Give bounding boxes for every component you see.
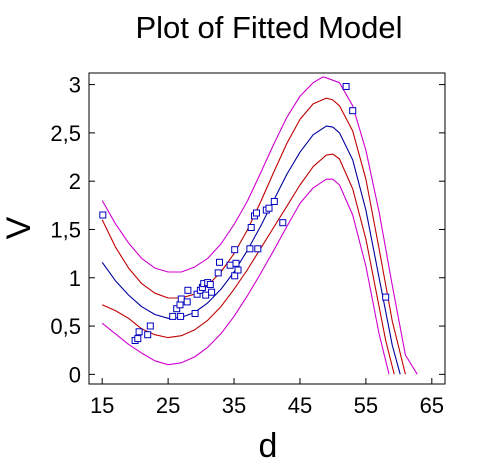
data-point xyxy=(247,224,255,231)
y-tick-label: 1 xyxy=(69,266,81,291)
y-axis-label: V xyxy=(0,216,38,239)
data-point xyxy=(234,266,242,274)
x-tick-label: 55 xyxy=(354,393,378,418)
y-tick-label: 2,5 xyxy=(50,121,81,146)
data-point xyxy=(206,281,214,288)
data-point xyxy=(231,272,239,280)
x-tick-label: 65 xyxy=(420,393,444,418)
data-point xyxy=(169,312,177,320)
data-point xyxy=(226,261,234,269)
data-point xyxy=(135,328,143,336)
y-axis: 0 0,5 1 1,5 2 2,5 3 xyxy=(50,73,445,387)
x-axis-label: d xyxy=(259,427,278,464)
data-point xyxy=(231,246,239,254)
prediction-lower-curve xyxy=(101,178,390,375)
chart-title: Plot of Fitted Model xyxy=(135,10,402,45)
data-point xyxy=(184,286,192,294)
data-point xyxy=(144,331,152,339)
data-point xyxy=(216,258,223,266)
prediction-upper-curve xyxy=(101,76,418,375)
data-point xyxy=(134,335,142,343)
x-tick-label: 25 xyxy=(156,393,180,418)
data-point xyxy=(246,245,254,253)
data-point xyxy=(177,312,185,320)
data-point xyxy=(232,259,240,267)
data-point xyxy=(99,211,107,219)
y-tick-label: 1,5 xyxy=(50,217,81,242)
data-point xyxy=(265,204,273,212)
data-point xyxy=(253,209,260,217)
confidence-upper-curve xyxy=(101,97,406,375)
x-tick-label: 45 xyxy=(288,393,312,418)
data-point xyxy=(146,322,154,330)
y-tick-label: 0,5 xyxy=(50,314,81,339)
data-point xyxy=(214,269,222,277)
data-point xyxy=(342,83,350,90)
x-tick-label: 15 xyxy=(90,393,114,418)
data-point xyxy=(208,288,216,296)
x-axis: 15 25 35 45 55 65 xyxy=(90,378,444,418)
y-tick-label: 3 xyxy=(69,73,81,98)
plot-area-frame xyxy=(88,72,446,385)
y-tick-label: 0 xyxy=(69,362,81,387)
x-tick-label: 35 xyxy=(222,393,246,418)
data-point xyxy=(177,295,185,303)
data-point xyxy=(183,298,191,306)
y-tick-label: 2 xyxy=(69,169,81,194)
data-point xyxy=(279,219,287,227)
data-point xyxy=(254,245,262,253)
data-point xyxy=(176,301,184,309)
fit-curve xyxy=(101,125,401,375)
data-point xyxy=(202,291,210,299)
data-point xyxy=(191,310,199,317)
data-points xyxy=(99,83,390,344)
data-point xyxy=(382,293,390,301)
data-point xyxy=(349,107,357,115)
data-point xyxy=(270,198,278,205)
